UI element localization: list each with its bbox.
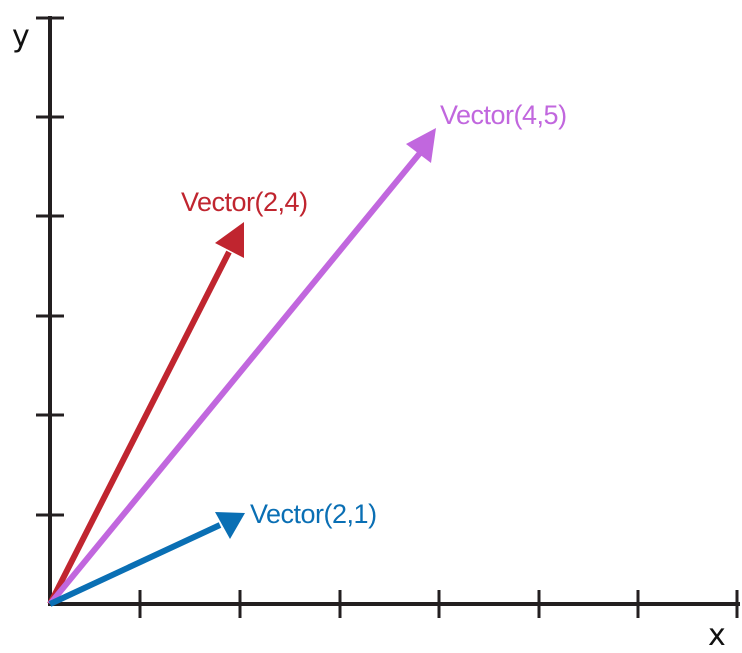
x-axis-label: x xyxy=(708,618,726,653)
vector-2-4-label: Vector(2,4) xyxy=(181,187,308,217)
vector-4-5-shaft xyxy=(47,151,423,606)
vector-2-1-arrowhead xyxy=(215,512,245,539)
vector-4-5: Vector(4,5) xyxy=(47,100,567,606)
x-axis-ticks xyxy=(138,590,739,618)
vector-2-4-arrowhead xyxy=(215,222,244,258)
y-axis-label: y xyxy=(12,19,30,54)
vector-4-5-arrowhead xyxy=(406,128,436,163)
vector-2-1-label: Vector(2,1) xyxy=(250,499,377,529)
vector-2-1-shaft xyxy=(48,522,222,607)
vector-2-4-shaft xyxy=(47,250,232,606)
vector-2-1: Vector(2,1) xyxy=(48,499,377,607)
vector-2-4: Vector(2,4) xyxy=(47,187,308,606)
y-axis-ticks xyxy=(36,16,64,517)
vector-4-5-label: Vector(4,5) xyxy=(440,100,567,130)
